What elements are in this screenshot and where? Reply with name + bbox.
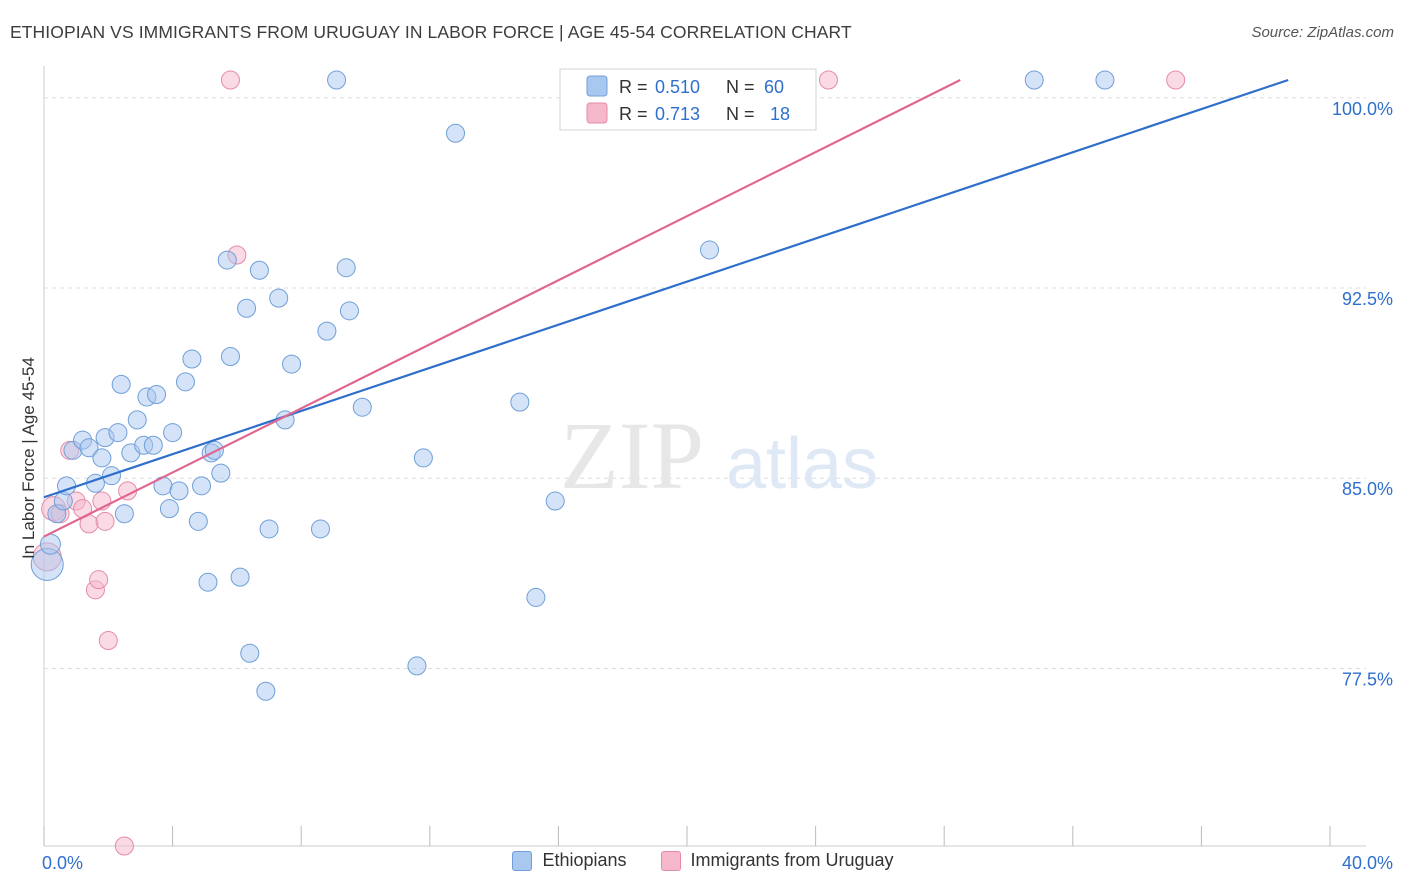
ethiopian-point-13 <box>111 374 131 394</box>
chart-title: ETHIOPIAN VS IMMIGRANTS FROM URUGUAY IN … <box>10 22 852 42</box>
legend-n-label-uruguay: N = <box>726 104 755 124</box>
ethiopian-point-38 <box>249 260 269 280</box>
ethiopian-point-28 <box>192 476 212 496</box>
ethiopian-point-14 <box>114 504 134 524</box>
ethiopian-point-40 <box>259 519 279 539</box>
ethiopian-point-37 <box>240 643 260 663</box>
axes <box>43 66 1366 847</box>
chart-source: Source: ZipAtlas.com <box>1251 24 1394 41</box>
ethiopian-point-26 <box>182 349 202 369</box>
uruguay-trend-line <box>43 79 961 538</box>
legend-label-uruguay: Immigrants from Uruguay <box>690 850 894 870</box>
ethiopian-point-39 <box>256 681 276 701</box>
y-tick-label-3: 100.0% <box>1332 99 1393 119</box>
ethiopian-point-35 <box>230 567 250 587</box>
uruguay-point-14 <box>220 70 240 90</box>
ethiopian-point-58 <box>1095 70 1115 90</box>
ethiopian-point-44 <box>310 519 330 539</box>
legend-r-value-ethiopians: 0.510 <box>655 77 700 97</box>
legend-label-ethiopians: Ethiopians <box>542 850 627 870</box>
uruguay-point-10 <box>95 511 115 531</box>
ethiopian-point-57 <box>1024 70 1044 90</box>
legend-r-label-ethiopians: R = <box>619 77 648 97</box>
legend-n-value-ethiopians: 60 <box>764 77 784 97</box>
ethiopian-point-22 <box>159 499 179 519</box>
uruguay-point-13 <box>114 836 134 856</box>
legend-entry-uruguay: Immigrants from Uruguay <box>660 850 894 871</box>
legend-top-swatch-uruguay <box>586 102 608 124</box>
ethiopian-point-32 <box>211 463 231 483</box>
legend-entry-ethiopians: Ethiopians <box>512 850 627 871</box>
ethiopian-point-16 <box>127 410 147 430</box>
ethiopian-point-52 <box>446 123 466 143</box>
ethiopian-point-41 <box>269 288 289 308</box>
watermark: ZIP atlas <box>560 402 878 509</box>
y-tick-label-0: 77.5% <box>1342 669 1393 689</box>
watermark-zip: ZIP <box>560 402 704 509</box>
uruguay-point-17 <box>1166 70 1186 90</box>
ethiopian-point-49 <box>352 397 372 417</box>
ethiopian-point-7 <box>79 438 99 458</box>
ethiopian-point-36 <box>237 298 257 318</box>
ethiopian-point-25 <box>175 372 195 392</box>
ethiopian-point-19 <box>143 435 163 455</box>
legend-n-value-uruguay: 18 <box>770 104 790 124</box>
ethiopian-point-1 <box>39 533 61 555</box>
legend-r-value-uruguay: 0.713 <box>655 104 700 124</box>
ethiopian-point-43 <box>282 354 302 374</box>
uruguay-point-8 <box>89 570 109 590</box>
y-tick-label-2: 92.5% <box>1342 289 1393 309</box>
ethiopian-point-50 <box>407 656 427 676</box>
x-tick-label-0: 0.0% <box>42 853 83 873</box>
ethiopian-point-33 <box>217 250 237 270</box>
ethiopian-point-51 <box>413 448 433 468</box>
legend-r-label-uruguay: R = <box>619 104 648 124</box>
y-tick-labels: 77.5% 85.0% 92.5% 100.0% <box>1332 99 1393 690</box>
legend-swatch-uruguay <box>660 850 681 871</box>
legend-bottom: Ethiopians Immigrants from Uruguay <box>0 850 1406 871</box>
ethiopian-point-27 <box>188 511 208 531</box>
ethiopian-point-34 <box>220 346 240 366</box>
legend-top-swatch-ethiopians <box>586 75 608 97</box>
ethiopian-point-31 <box>204 440 224 460</box>
ethiopian-trend-line <box>43 78 1289 499</box>
ethiopian-point-53 <box>510 392 530 412</box>
data-points <box>30 70 1186 856</box>
ethiopian-point-48 <box>339 301 359 321</box>
ethiopian-point-20 <box>147 385 167 405</box>
legend-top: R = 0.510 N = 60 R = 0.713 N = 18 <box>559 68 817 131</box>
legend-swatch-ethiopians <box>512 850 533 871</box>
ethiopian-point-24 <box>169 481 189 501</box>
x-tick-label-1: 40.0% <box>1342 853 1393 873</box>
ethiopian-point-47 <box>336 258 356 278</box>
ethiopian-point-9 <box>92 448 112 468</box>
y-tick-label-1: 85.0% <box>1342 479 1393 499</box>
y-axis-label: In Labor Force | Age 45-54 <box>19 357 38 559</box>
ethiopian-point-45 <box>317 321 337 341</box>
ethiopian-point-56 <box>700 240 720 260</box>
ethiopian-point-12 <box>108 423 128 443</box>
x-tick-labels: 0.0% 40.0% <box>42 853 1393 873</box>
ethiopian-point-23 <box>163 423 183 443</box>
uruguay-point-11 <box>98 631 118 651</box>
watermark-atlas: atlas <box>726 424 878 504</box>
trend-lines <box>43 78 1289 538</box>
legend-n-label-ethiopians: N = <box>726 77 755 97</box>
uruguay-point-16 <box>818 70 838 90</box>
ethiopian-point-46 <box>327 70 347 90</box>
ethiopian-point-54 <box>526 587 546 607</box>
ethiopian-point-29 <box>198 572 218 592</box>
ethiopian-point-55 <box>545 491 565 511</box>
